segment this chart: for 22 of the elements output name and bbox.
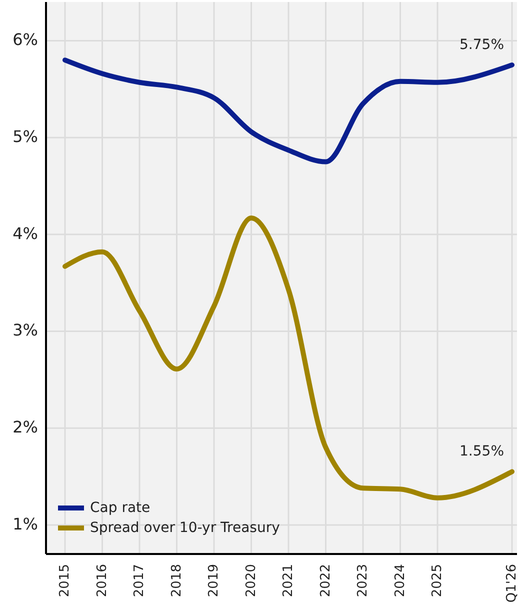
y-tick-label: 4% xyxy=(12,224,38,243)
x-tick-label: 2023 xyxy=(356,564,371,598)
x-tick-label: 2024 xyxy=(392,564,408,598)
x-tick-label: 2016 xyxy=(94,564,110,598)
y-tick-label: 3% xyxy=(12,320,38,340)
x-tick-label: 2015 xyxy=(58,564,73,598)
annotation: 1.55% xyxy=(460,444,504,460)
x-tick-label: 2019 xyxy=(206,564,222,598)
x-tick-label: Q1'26 xyxy=(504,564,519,603)
y-tick-label: 1% xyxy=(12,514,38,534)
legend-label: Cap rate xyxy=(90,500,150,516)
y-tick-label: 2% xyxy=(12,417,38,436)
x-tick-label: 2021 xyxy=(281,564,296,598)
legend-label: Spread over 10-yr Treasury xyxy=(90,520,280,536)
x-tick-label: 2018 xyxy=(169,564,184,598)
y-tick-label: 5% xyxy=(12,126,38,146)
annotation: 5.75% xyxy=(460,36,504,53)
x-tick-label: 2025 xyxy=(430,564,446,598)
x-tick-label: 2020 xyxy=(244,564,259,598)
x-tick-label: 2017 xyxy=(132,564,148,598)
y-tick-label: 6% xyxy=(12,30,38,50)
x-tick-label: 2022 xyxy=(318,564,334,598)
